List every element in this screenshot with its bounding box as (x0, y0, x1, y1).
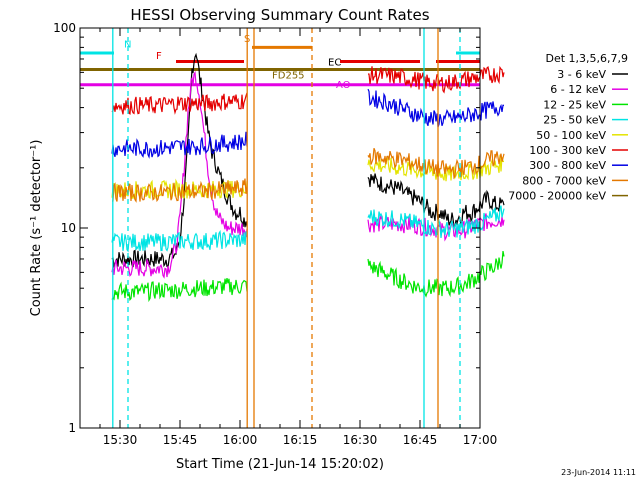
axes (79, 27, 481, 429)
series-line-6-1 (367, 88, 505, 128)
status-bars (80, 45, 480, 87)
x-tick-label-1: 15:45 (163, 433, 198, 447)
series-line-3-0 (111, 229, 248, 253)
y-tick-label-2: 100 (53, 21, 76, 35)
annotation-4: EC (328, 57, 341, 68)
x-tick-label-0: 15:30 (103, 433, 138, 447)
annotation-0: N (124, 39, 131, 50)
legend: Det 1,3,5,6,7,9 3 - 6 keV 6 - 12 keV 12 - … (508, 52, 628, 203)
series-line-4-1 (367, 154, 505, 182)
legend-label-1: 6 - 12 keV (550, 83, 606, 96)
y-tick-label-0: 1 (68, 421, 76, 435)
series-line-7-1 (367, 147, 505, 180)
y-axis-label: Count Rate (s⁻¹ detector⁻¹) (29, 140, 44, 317)
chart-title: HESSI Observing Summary Count Rates (130, 6, 429, 24)
legend-label-3: 25 - 50 keV (543, 114, 606, 127)
series-line-2-0 (111, 277, 248, 303)
annotations: N S F FD255 EC AO (124, 34, 351, 91)
legend-label-6: 300 - 800 keV (529, 159, 606, 172)
y-tick-label-1: 10 (61, 221, 76, 235)
x-axis-label: Start Time (21-Jun-14 15:20:02) (176, 457, 384, 472)
x-tick-label-4: 16:30 (343, 433, 378, 447)
series-line-0-1 (367, 173, 505, 229)
series-line-3-1 (367, 205, 505, 238)
footer-timestamp: 23-Jun-2014 11:11 (561, 468, 636, 477)
annotation-5: AO (336, 80, 351, 91)
x-tick-label-5: 16:45 (403, 433, 438, 447)
legend-label-5: 100 - 300 keV (529, 144, 606, 157)
series-line-2-1 (367, 250, 505, 298)
legend-label-0: 3 - 6 keV (557, 68, 606, 81)
series-line-5-0 (111, 92, 248, 115)
legend-label-7: 800 - 7000 keV (522, 174, 606, 187)
series-line-6-0 (111, 131, 248, 159)
series-line-1-0 (111, 70, 248, 279)
annotation-1: S (244, 34, 250, 45)
annotation-3: FD255 (272, 70, 305, 81)
legend-items: 3 - 6 keV 6 - 12 keV 12 - 25 keV 25 - 50 ke… (508, 68, 628, 203)
series-line-5-1 (367, 65, 505, 94)
x-tick-label-2: 16:00 (223, 433, 258, 447)
vertical-markers (112, 28, 461, 428)
legend-label-8: 7000 - 20000 keV (508, 190, 606, 203)
annotation-2: F (156, 51, 162, 62)
x-tick-label-3: 16:15 (283, 433, 318, 447)
tick-labels: 15:30 15:45 16:00 16:15 16:30 16:45 17:00 1 10 10… (53, 21, 497, 447)
series-line-7-0 (112, 178, 248, 203)
x-tick-label-6: 17:00 (463, 433, 498, 447)
legend-label-2: 12 - 25 keV (543, 98, 606, 111)
series-lines (111, 52, 505, 303)
legend-title: Det 1,3,5,6,7,9 (545, 52, 628, 65)
legend-label-4: 50 - 100 keV (536, 129, 606, 142)
